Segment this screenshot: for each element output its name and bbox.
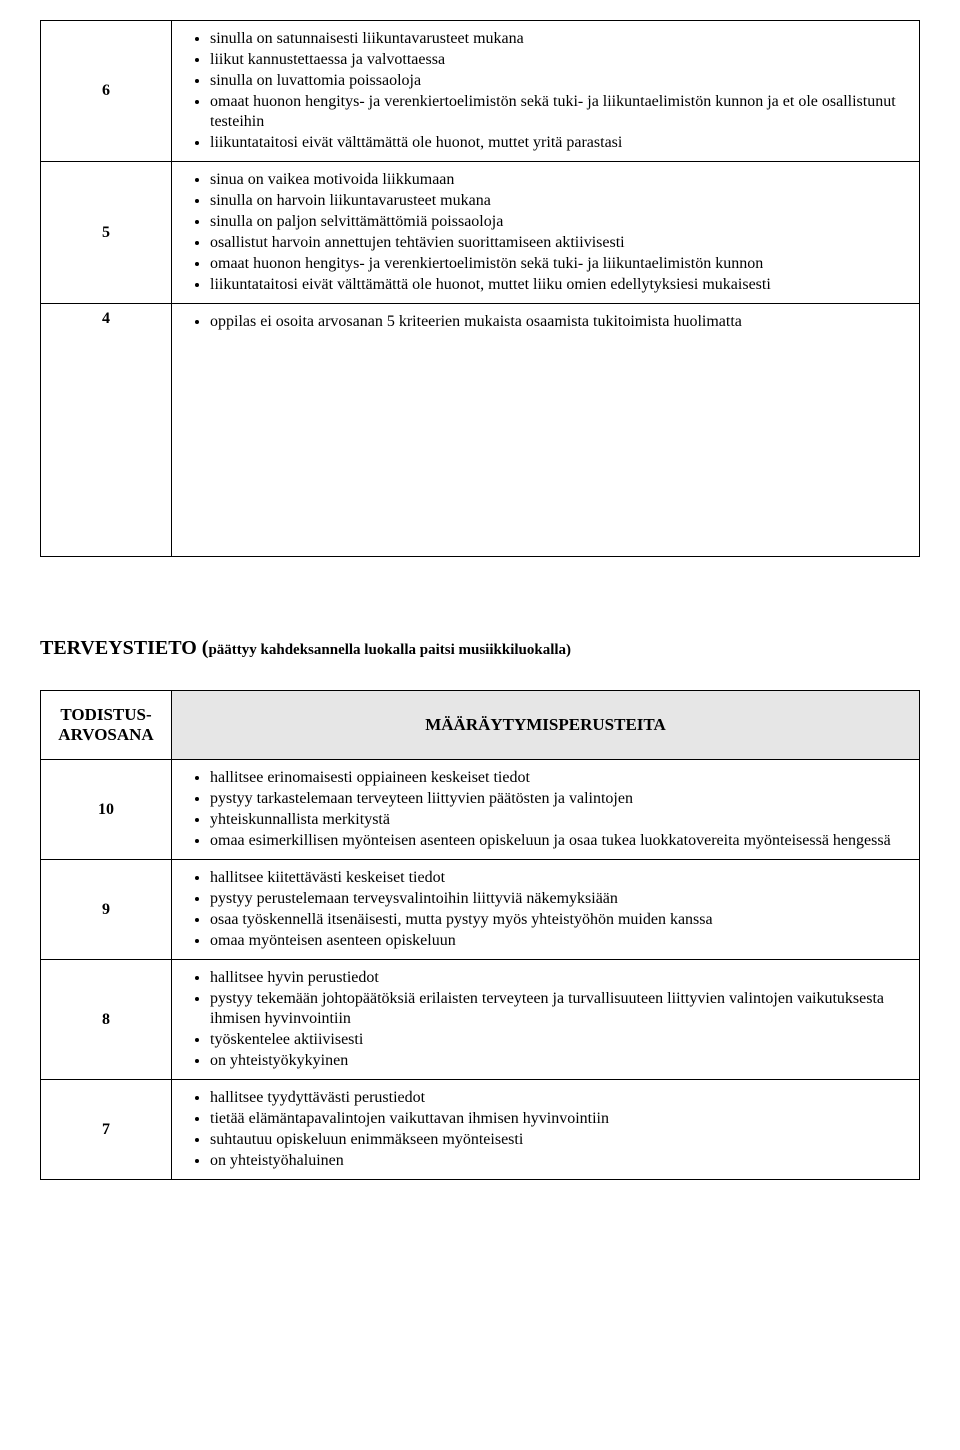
- criteria-list: hallitsee tyydyttävästi perustiedottietä…: [210, 1088, 909, 1171]
- grade-cell: 6: [41, 21, 172, 162]
- upper-grade-table-body: 6 sinulla on satunnaisesti liikuntavarust…: [41, 21, 920, 557]
- lower-head-left: TODISTUS-ARVOSANA: [41, 691, 172, 760]
- section-title-main: TERVEYSTIETO (: [40, 637, 208, 659]
- criteria-item: sinulla on luvattomia poissaoloja: [210, 71, 909, 91]
- criteria-cell: hallitsee kiitettävästi keskeiset tiedot…: [172, 860, 920, 960]
- grade-cell: 5: [41, 162, 172, 304]
- grade-cell: 9: [41, 860, 172, 960]
- criteria-cell: hallitsee erinomaisesti oppiaineen keske…: [172, 760, 920, 860]
- criteria-item: pystyy tarkastelemaan terveyteen liittyv…: [210, 789, 909, 809]
- table-row: 4 oppilas ei osoita arvosanan 5 kriteerie…: [41, 304, 920, 557]
- criteria-item: sinua on vaikea motivoida liikkumaan: [210, 170, 909, 190]
- criteria-item: liikuntataitosi eivät välttämättä ole hu…: [210, 133, 909, 153]
- criteria-item: tietää elämäntapavalintojen vaikuttavan …: [210, 1109, 909, 1129]
- table-row: 7 hallitsee tyydyttävästi perustiedottiet…: [41, 1080, 920, 1180]
- criteria-list: sinua on vaikea motivoida liikkumaansinu…: [210, 170, 909, 295]
- table-row: 9 hallitsee kiitettävästi keskeiset tiedo…: [41, 860, 920, 960]
- upper-grade-table: 6 sinulla on satunnaisesti liikuntavarust…: [40, 20, 920, 557]
- table-row: 10 hallitsee erinomaisesti oppiaineen kes…: [41, 760, 920, 860]
- criteria-item: sinulla on harvoin liikuntavarusteet muk…: [210, 191, 909, 211]
- criteria-item: osallistut harvoin annettujen tehtävien …: [210, 233, 909, 253]
- lower-head-right: MÄÄRÄYTYMISPERUSTEITA: [172, 691, 920, 760]
- criteria-cell: oppilas ei osoita arvosanan 5 kriteerien…: [172, 304, 920, 557]
- criteria-item: omaa esimerkillisen myönteisen asenteen …: [210, 831, 909, 851]
- criteria-item: yhteiskunnallista merkitystä: [210, 810, 909, 830]
- criteria-list: hallitsee hyvin perustiedotpystyy tekemä…: [210, 968, 909, 1071]
- grade-cell: 10: [41, 760, 172, 860]
- grade-cell: 8: [41, 960, 172, 1080]
- table-row: 5sinua on vaikea motivoida liikkumaansin…: [41, 162, 920, 304]
- lower-grade-table-body: 10 hallitsee erinomaisesti oppiaineen kes…: [41, 760, 920, 1180]
- criteria-item: hallitsee kiitettävästi keskeiset tiedot: [210, 868, 909, 888]
- grade-cell: 4: [41, 304, 172, 557]
- criteria-item: on yhteistyökykyinen: [210, 1051, 909, 1071]
- criteria-cell: hallitsee hyvin perustiedotpystyy tekemä…: [172, 960, 920, 1080]
- criteria-item: hallitsee tyydyttävästi perustiedot: [210, 1088, 909, 1108]
- criteria-list: oppilas ei osoita arvosanan 5 kriteerien…: [210, 312, 909, 332]
- criteria-item: omaa myönteisen asenteen opiskeluun: [210, 931, 909, 951]
- criteria-item: työskentelee aktiivisesti: [210, 1030, 909, 1050]
- criteria-item: hallitsee erinomaisesti oppiaineen keske…: [210, 768, 909, 788]
- criteria-item: omaat huonon hengitys- ja verenkiertoeli…: [210, 92, 909, 132]
- criteria-cell: sinua on vaikea motivoida liikkumaansinu…: [172, 162, 920, 304]
- criteria-item: liikuntataitosi eivät välttämättä ole hu…: [210, 275, 909, 295]
- criteria-item: liikut kannustettaessa ja valvottaessa: [210, 50, 909, 70]
- section-title: TERVEYSTIETO (päättyy kahdeksannella luo…: [40, 637, 920, 660]
- table-row: 8 hallitsee hyvin perustiedotpystyy tekem…: [41, 960, 920, 1080]
- criteria-item: sinulla on satunnaisesti liikuntavaruste…: [210, 29, 909, 49]
- grade-cell: 7: [41, 1080, 172, 1180]
- criteria-item: oppilas ei osoita arvosanan 5 kriteerien…: [210, 312, 909, 332]
- lower-grade-table: TODISTUS-ARVOSANA MÄÄRÄYTYMISPERUSTEITA …: [40, 690, 920, 1180]
- criteria-item: pystyy tekemään johtopäätöksiä erilaiste…: [210, 989, 909, 1029]
- criteria-list: sinulla on satunnaisesti liikuntavaruste…: [210, 29, 909, 153]
- criteria-item: omaat huonon hengitys- ja verenkiertoeli…: [210, 254, 909, 274]
- criteria-list: hallitsee erinomaisesti oppiaineen keske…: [210, 768, 909, 851]
- criteria-item: osaa työskennellä itsenäisesti, mutta py…: [210, 910, 909, 930]
- criteria-cell: sinulla on satunnaisesti liikuntavaruste…: [172, 21, 920, 162]
- section-title-sub: päättyy kahdeksannella luokalla paitsi m…: [208, 642, 571, 658]
- criteria-item: pystyy perustelemaan terveysvalintoihin …: [210, 889, 909, 909]
- criteria-cell: hallitsee tyydyttävästi perustiedottietä…: [172, 1080, 920, 1180]
- criteria-list: hallitsee kiitettävästi keskeiset tiedot…: [210, 868, 909, 951]
- criteria-item: on yhteistyöhaluinen: [210, 1151, 909, 1171]
- criteria-item: hallitsee hyvin perustiedot: [210, 968, 909, 988]
- table-row: 6 sinulla on satunnaisesti liikuntavarust…: [41, 21, 920, 162]
- criteria-item: suhtautuu opiskeluun enimmäkseen myöntei…: [210, 1130, 909, 1150]
- criteria-item: sinulla on paljon selvittämättömiä poiss…: [210, 212, 909, 232]
